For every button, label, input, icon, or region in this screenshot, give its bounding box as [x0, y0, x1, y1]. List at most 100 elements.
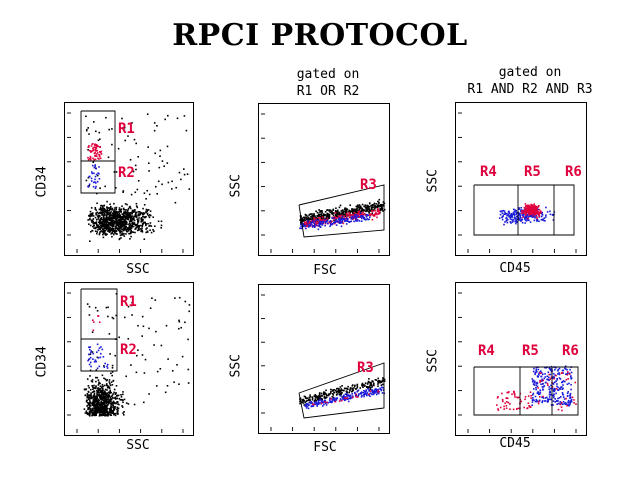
event-dot	[317, 403, 319, 405]
event-dot	[99, 227, 101, 230]
event-dot	[161, 160, 164, 162]
event-dot	[341, 215, 344, 218]
event-dot	[525, 209, 527, 211]
event-dot	[130, 219, 132, 221]
event-dot	[361, 217, 363, 220]
event-dot	[100, 411, 103, 413]
event-dot	[108, 215, 110, 218]
event-dot	[341, 219, 344, 221]
event-dot	[307, 216, 310, 219]
event-dot	[94, 175, 97, 178]
event-dot	[117, 219, 120, 221]
event-dot	[115, 210, 117, 212]
event-dot	[106, 208, 109, 211]
event-dot	[333, 222, 336, 225]
scatter-canvas	[458, 112, 577, 253]
scatter-canvas	[67, 288, 191, 433]
region-label-r5: R5	[522, 343, 539, 359]
event-dot	[92, 403, 95, 405]
event-dot	[98, 220, 101, 222]
event-dot	[99, 206, 102, 209]
event-dot	[153, 230, 155, 233]
event-dot	[527, 207, 529, 209]
event-dot	[310, 402, 312, 405]
event-dot	[113, 202, 115, 205]
event-dot	[122, 234, 124, 236]
event-dot	[355, 211, 358, 213]
event-dot	[129, 213, 132, 216]
event-dot	[90, 207, 93, 209]
event-dot	[89, 412, 91, 414]
event-dot	[115, 171, 118, 173]
event-dot	[305, 217, 307, 219]
event-dot	[557, 368, 560, 371]
event-dot	[360, 220, 363, 222]
event-dot	[348, 216, 351, 219]
event-dot	[128, 212, 131, 214]
event-dot	[114, 221, 116, 224]
event-dot	[331, 220, 333, 223]
region-label-r5: R5	[524, 164, 541, 180]
event-dot	[89, 210, 92, 213]
event-dot	[371, 393, 373, 396]
event-dot	[541, 379, 543, 381]
event-dot	[336, 387, 339, 390]
event-dot	[344, 219, 346, 221]
event-dot	[347, 385, 349, 388]
event-dot	[539, 381, 541, 384]
event-dot	[96, 400, 99, 403]
event-dot	[309, 225, 311, 227]
event-dot	[375, 390, 378, 393]
event-dot	[118, 210, 121, 213]
event-dot	[136, 354, 138, 357]
event-dot	[100, 150, 103, 153]
event-dot	[343, 387, 346, 390]
event-dot	[335, 399, 337, 401]
event-dot	[112, 233, 115, 236]
event-dot	[336, 220, 338, 223]
event-dot	[312, 216, 314, 218]
event-dot	[562, 372, 564, 374]
event-dot	[321, 401, 323, 403]
event-dot	[308, 396, 311, 399]
event-dot	[100, 153, 103, 155]
event-dot	[97, 229, 99, 231]
event-dot	[88, 397, 90, 399]
event-dot	[122, 229, 125, 232]
event-dot	[535, 382, 538, 384]
event-dot	[375, 212, 377, 214]
event-dot	[538, 209, 541, 211]
event-dot	[557, 370, 559, 372]
event-dot	[524, 218, 526, 220]
event-dot	[523, 211, 526, 214]
event-dot	[156, 193, 158, 195]
plot-ssc-vs-cd45-bottom	[455, 282, 587, 436]
event-dot	[96, 218, 98, 221]
event-dot	[147, 146, 149, 148]
event-dot	[97, 391, 99, 394]
event-dot	[133, 215, 135, 218]
event-dot	[358, 208, 361, 211]
event-dot	[141, 220, 144, 222]
event-dot	[329, 211, 332, 214]
event-dot	[352, 396, 354, 399]
event-dot	[99, 390, 102, 392]
event-dot	[302, 402, 305, 404]
event-dot	[108, 231, 111, 233]
event-dot	[156, 370, 159, 373]
event-dot	[140, 217, 143, 219]
event-dot	[536, 217, 539, 220]
event-dot	[378, 198, 381, 201]
event-dot	[91, 171, 93, 173]
event-dot	[90, 394, 92, 396]
event-dot	[92, 181, 95, 184]
event-dot	[97, 218, 100, 220]
event-dot	[95, 147, 98, 150]
event-dot	[107, 230, 109, 232]
event-dot	[117, 407, 119, 410]
event-dot	[99, 406, 102, 409]
event-dot	[329, 401, 331, 403]
event-dot	[331, 217, 333, 219]
event-dot	[334, 215, 336, 218]
event-dot	[503, 408, 505, 410]
